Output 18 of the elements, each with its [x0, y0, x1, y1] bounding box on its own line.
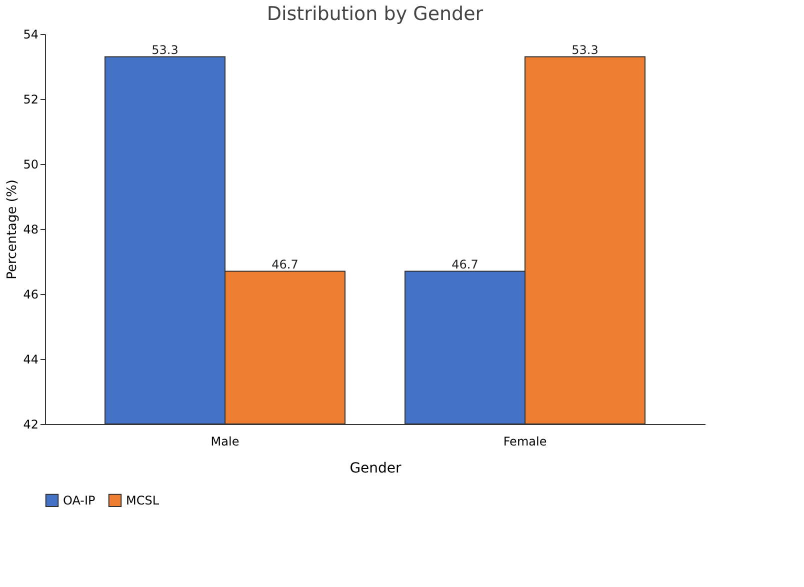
data-label: 53.3 [572, 42, 598, 57]
x-axis-title: Gender [350, 460, 402, 476]
data-label: 46.7 [452, 257, 478, 272]
data-label: 46.7 [272, 257, 298, 272]
y-tick-label: 52 [23, 92, 38, 106]
legend-label: MCSL [126, 493, 160, 508]
x-tick-label: Female [503, 434, 547, 448]
y-axis-title: Percentage (%) [5, 180, 20, 280]
legend-label: OA-IP [63, 493, 96, 508]
y-tick-label: 44 [23, 352, 38, 366]
data-label: 53.3 [152, 42, 178, 57]
x-tick-label: Male [210, 434, 240, 448]
y-tick-label: 46 [23, 288, 38, 302]
chart-title: Distribution by Gender [266, 3, 484, 25]
y-tick-label: 50 [23, 158, 38, 172]
y-tick-label: 48 [23, 222, 38, 236]
y-tick-label: 42 [23, 418, 38, 432]
y-tick-label: 54 [23, 28, 38, 42]
